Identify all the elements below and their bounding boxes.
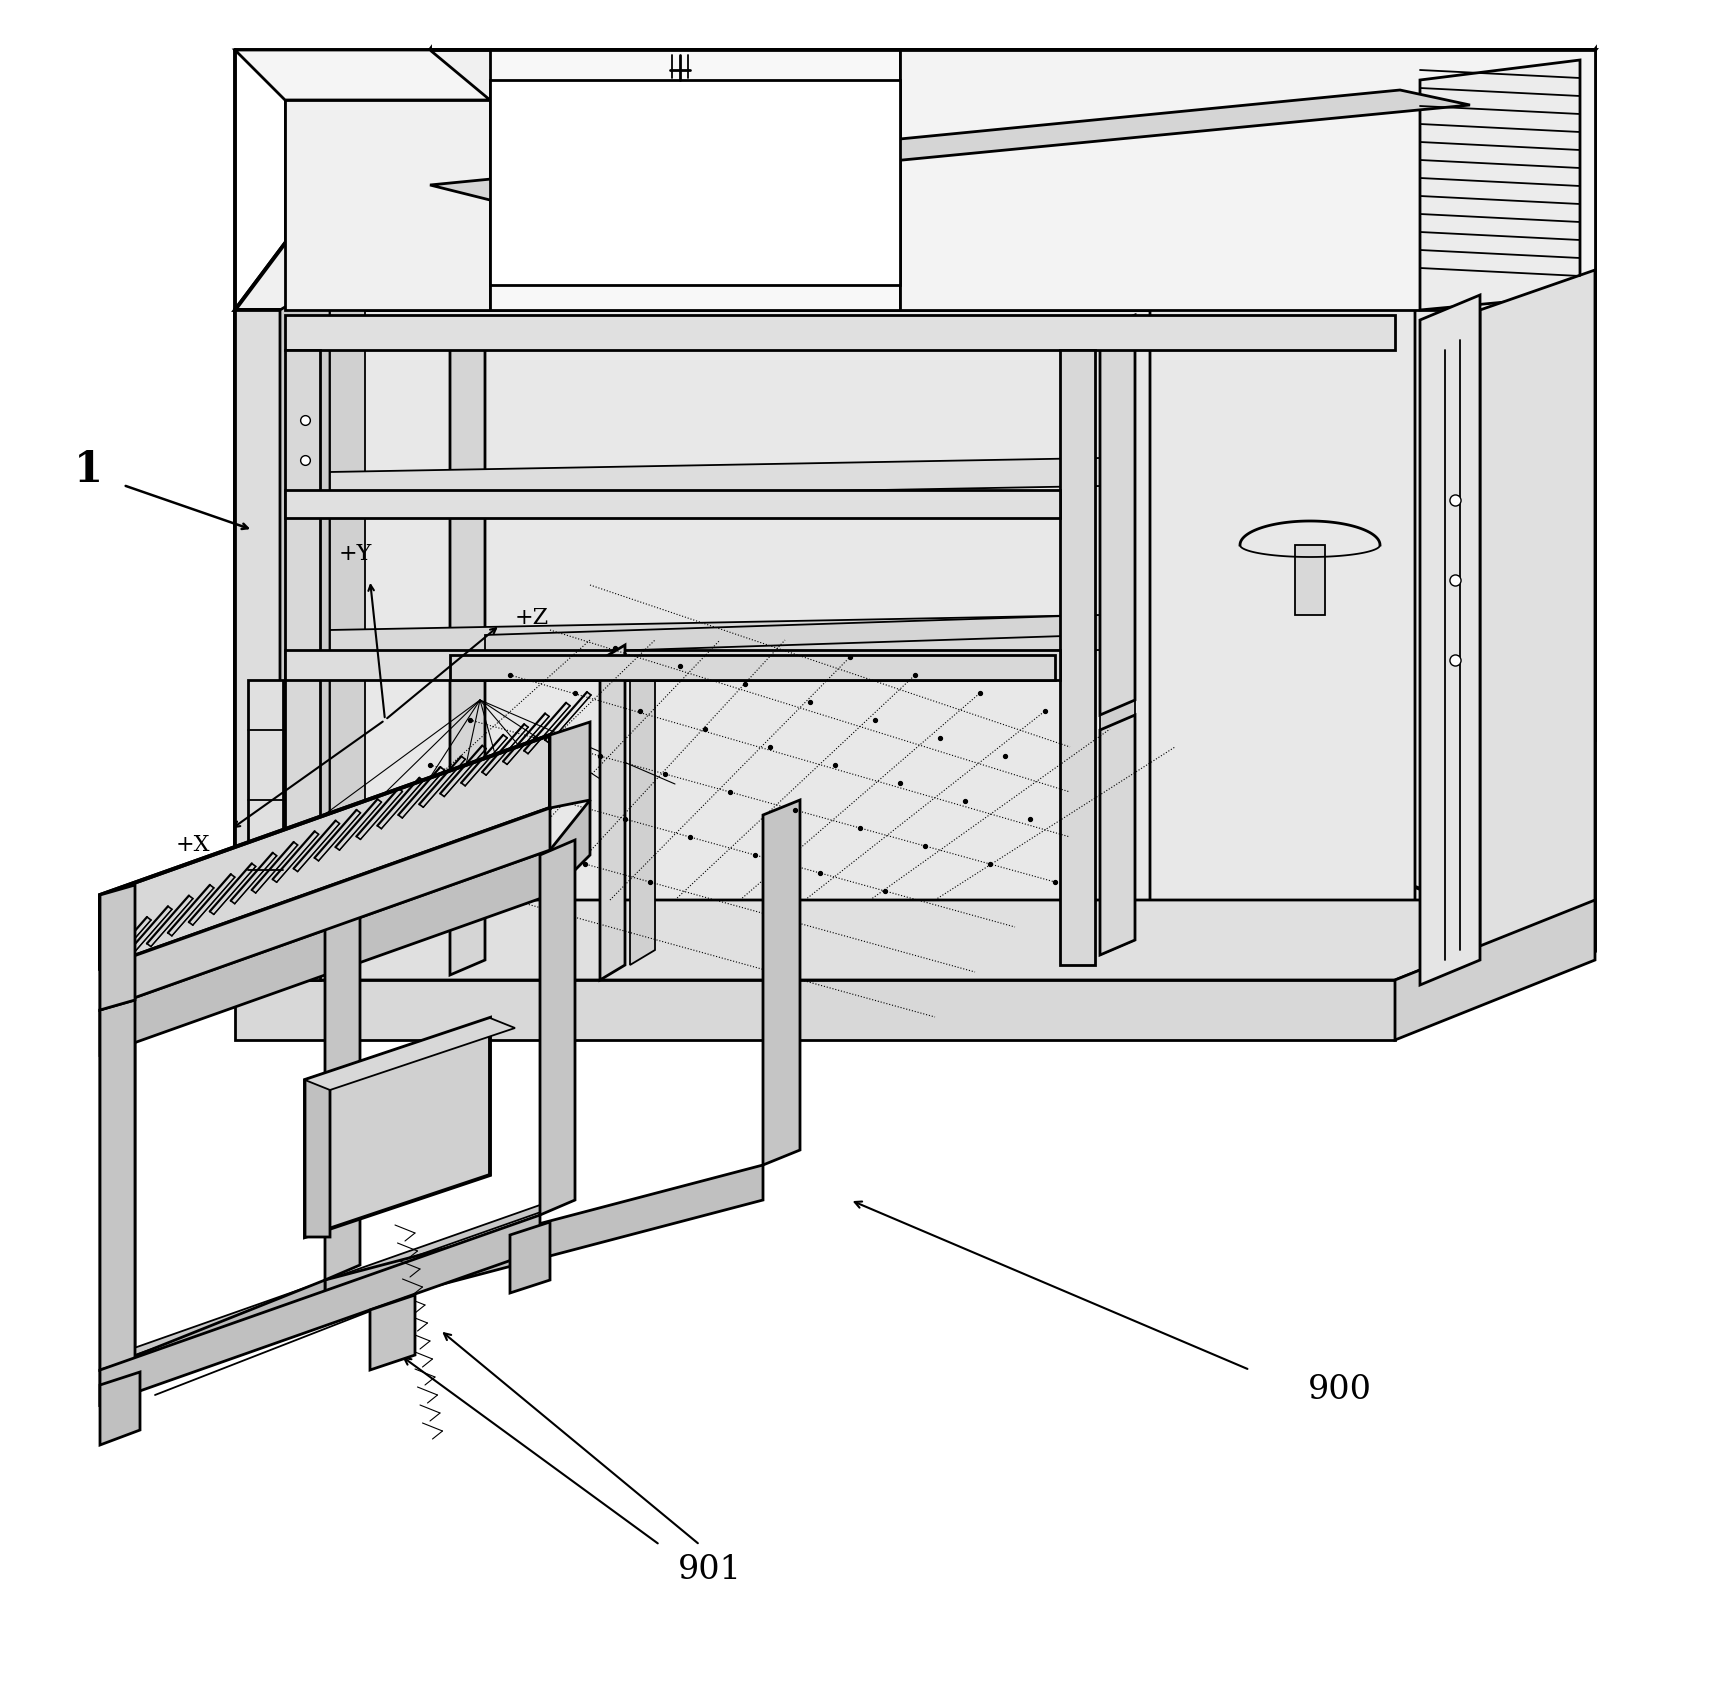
Polygon shape xyxy=(285,489,1060,518)
Polygon shape xyxy=(509,1221,550,1292)
Polygon shape xyxy=(1150,229,1415,1000)
Polygon shape xyxy=(431,51,1594,741)
Polygon shape xyxy=(236,51,490,100)
Polygon shape xyxy=(285,649,1060,680)
Polygon shape xyxy=(762,800,800,1166)
Polygon shape xyxy=(101,808,550,1011)
Polygon shape xyxy=(236,980,1395,1039)
Polygon shape xyxy=(280,280,330,980)
Polygon shape xyxy=(101,736,550,968)
Polygon shape xyxy=(285,349,320,980)
Polygon shape xyxy=(101,1372,140,1446)
Polygon shape xyxy=(901,51,1594,310)
Polygon shape xyxy=(550,722,590,808)
Polygon shape xyxy=(1101,315,1135,715)
Polygon shape xyxy=(1101,715,1135,955)
Polygon shape xyxy=(490,51,901,310)
Polygon shape xyxy=(330,457,1101,499)
Polygon shape xyxy=(631,629,655,965)
Polygon shape xyxy=(431,105,1441,214)
Polygon shape xyxy=(304,1071,330,1237)
Text: +X: +X xyxy=(176,833,210,855)
Polygon shape xyxy=(325,899,361,1280)
Polygon shape xyxy=(490,79,901,285)
Polygon shape xyxy=(490,219,1116,234)
Text: 900: 900 xyxy=(1307,1373,1372,1405)
Polygon shape xyxy=(101,1000,135,1370)
Polygon shape xyxy=(236,51,1594,310)
Polygon shape xyxy=(550,245,1183,260)
Polygon shape xyxy=(330,265,366,955)
Polygon shape xyxy=(236,310,1395,1000)
Polygon shape xyxy=(236,899,1594,980)
Polygon shape xyxy=(1480,270,1594,980)
Polygon shape xyxy=(101,1199,574,1360)
Polygon shape xyxy=(101,1280,325,1405)
Polygon shape xyxy=(304,1017,514,1090)
Polygon shape xyxy=(325,1166,762,1314)
Polygon shape xyxy=(610,265,1249,280)
Polygon shape xyxy=(101,1000,135,1370)
Polygon shape xyxy=(236,51,431,1000)
Polygon shape xyxy=(600,644,625,980)
Text: +Z: +Z xyxy=(514,607,549,629)
Polygon shape xyxy=(1060,349,1095,965)
Polygon shape xyxy=(371,1296,415,1370)
Text: 1: 1 xyxy=(73,449,103,491)
Text: 901: 901 xyxy=(678,1554,742,1586)
Polygon shape xyxy=(285,315,1395,349)
Polygon shape xyxy=(449,655,1054,680)
Polygon shape xyxy=(236,310,285,980)
Polygon shape xyxy=(101,800,590,1054)
Polygon shape xyxy=(248,680,284,955)
Polygon shape xyxy=(1420,61,1581,310)
Polygon shape xyxy=(449,326,485,975)
Polygon shape xyxy=(431,89,1470,201)
Polygon shape xyxy=(1101,315,1135,955)
Polygon shape xyxy=(340,209,1480,300)
Polygon shape xyxy=(330,616,1101,660)
Polygon shape xyxy=(236,310,280,980)
Polygon shape xyxy=(485,616,1095,655)
Polygon shape xyxy=(540,840,574,1215)
Polygon shape xyxy=(1395,51,1594,1000)
Polygon shape xyxy=(101,886,135,1011)
Polygon shape xyxy=(101,1215,540,1405)
Polygon shape xyxy=(1295,545,1324,616)
Polygon shape xyxy=(1395,250,1594,950)
Polygon shape xyxy=(304,1017,490,1237)
Text: +Y: +Y xyxy=(338,543,371,565)
Polygon shape xyxy=(431,196,1049,209)
Polygon shape xyxy=(285,100,490,310)
Polygon shape xyxy=(1395,899,1594,1039)
Polygon shape xyxy=(1420,295,1480,985)
